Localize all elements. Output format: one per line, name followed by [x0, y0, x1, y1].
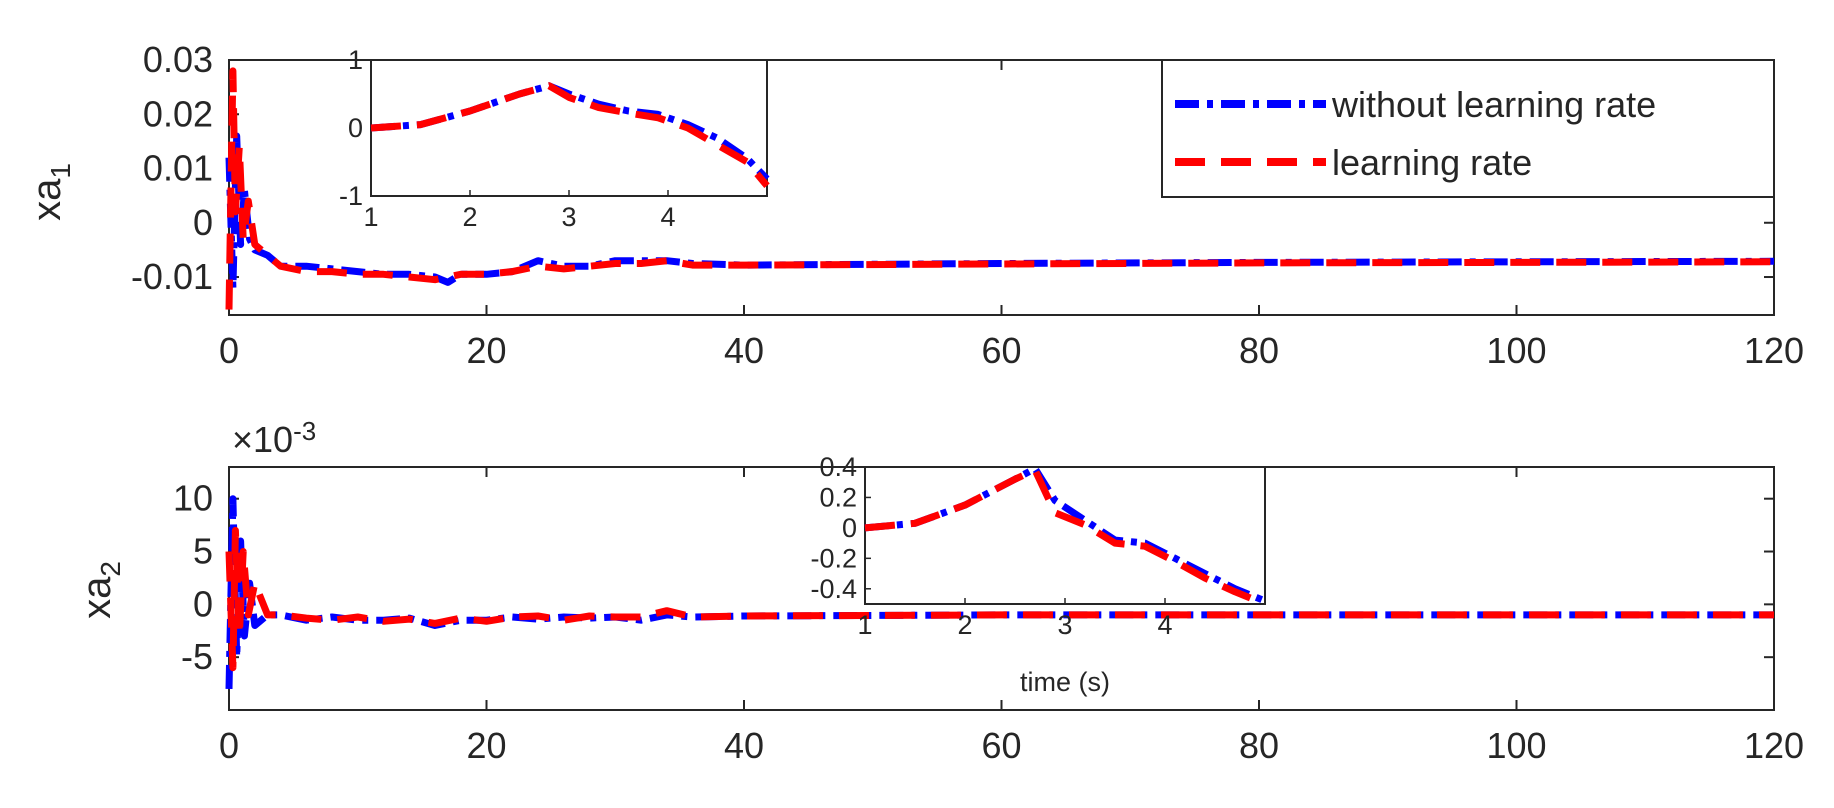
inset-plot-area-xa2 [864, 466, 1266, 605]
y-tick-label: 0 [193, 583, 213, 624]
y-tick-label: 0 [193, 202, 213, 243]
inset-x-tick-label: 3 [561, 202, 576, 232]
legend: without learning rate learning rate [1161, 59, 1775, 198]
x-tick-label: 20 [466, 330, 506, 371]
inset-x-tick-label: 4 [1157, 610, 1172, 640]
x-tick-label: 40 [724, 330, 764, 371]
inset-y-tick-label: -1 [339, 181, 363, 211]
y-axis-label-main: xa [25, 178, 69, 221]
inset-x-tick-label: 3 [1057, 610, 1072, 640]
inset-y-tick-label: -0.4 [810, 574, 857, 604]
exponent-base: ×10 [232, 419, 293, 460]
inset-x-tick-label: 1 [857, 610, 872, 640]
y-tick-label: 10 [173, 478, 213, 519]
inset-plot-area-xa1 [370, 59, 768, 197]
x-tick-label: 100 [1486, 330, 1546, 371]
y-axis-label-main: xa [75, 576, 119, 619]
x-tick-label: 0 [219, 330, 239, 371]
x-tick-label: 0 [219, 725, 239, 766]
inset-x-tick-label: 2 [462, 202, 477, 232]
y-tick-label: -0.01 [131, 256, 213, 297]
x-tick-label: 120 [1744, 725, 1804, 766]
y-tick-label: 5 [193, 531, 213, 572]
x-tick-label: 20 [466, 725, 506, 766]
x-tick-label: 60 [981, 330, 1021, 371]
legend-label-learning-rate: learning rate [1332, 142, 1532, 183]
inset-y-tick-label: 0.4 [819, 452, 857, 482]
exponent-power: -3 [293, 416, 316, 446]
legend-label-without-learning-rate: without learning rate [1331, 84, 1656, 125]
y-axis-label-xa2: xa2 [75, 561, 126, 619]
y-axis-label-subscript: 1 [45, 163, 76, 179]
inset-xa2: 1 2 3 4 -0.4-0.200.20.4 time (s) [810, 452, 1267, 697]
inset-y-tick-label: 0.2 [819, 482, 857, 512]
legend-box [1161, 59, 1775, 198]
series-line-learning-rate [225, 67, 1775, 310]
y-axis-label-subscript: 2 [95, 561, 126, 577]
inset-series-line-learning-rate [370, 82, 770, 189]
x-tick-label: 80 [1239, 330, 1279, 371]
inset-xa1: 1 2 3 4 -1 0 1 [339, 45, 770, 232]
series-line-learning-rate [225, 526, 1774, 672]
inset-x-axis-label: time (s) [1020, 667, 1110, 697]
inset-y-tick-label: 1 [348, 45, 363, 75]
inset-y-tick-label: 0 [842, 513, 857, 543]
y-axis-label-xa1: xa1 [25, 163, 76, 221]
y-tick-label: 0.02 [143, 93, 213, 134]
x-tick-label: 120 [1744, 330, 1804, 371]
inset-x-tick-label: 1 [363, 202, 378, 232]
inset-x-tick-label: 2 [957, 610, 972, 640]
x-tick-label: 60 [981, 725, 1021, 766]
x-tick-label: 80 [1239, 725, 1279, 766]
y-tick-label: 0.01 [143, 148, 213, 189]
inset-x-tick-label: 4 [660, 202, 675, 232]
y-tick-label: 0.03 [143, 39, 213, 80]
x-tick-label: 40 [724, 725, 764, 766]
inset-y-tick-label: 0 [348, 113, 363, 143]
y-tick-label: -5 [181, 636, 213, 677]
inset-series-line-learning-rate [864, 466, 1267, 608]
x-tick-label: 100 [1486, 725, 1546, 766]
inset-y-tick-label: -0.2 [810, 543, 857, 573]
exponent-label-xa2: ×10-3 [232, 416, 316, 460]
